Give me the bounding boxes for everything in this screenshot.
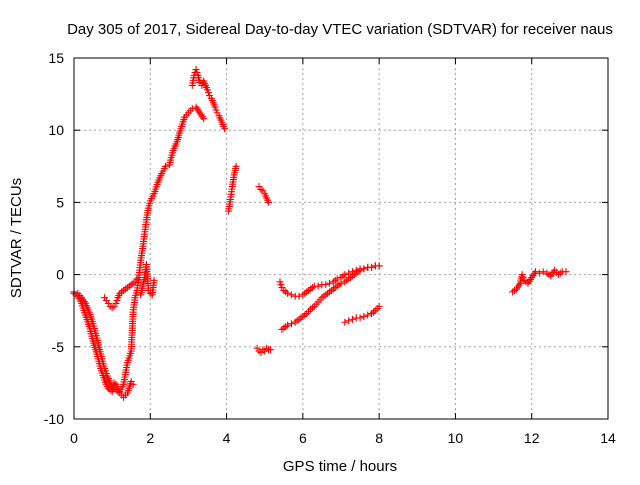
data-point [333, 275, 341, 283]
data-point [368, 263, 376, 271]
data-points [70, 66, 570, 401]
data-point [348, 268, 356, 276]
chart-title: Day 305 of 2017, Sidereal Day-to-day VTE… [67, 21, 613, 38]
y-tick-label: 15 [48, 50, 64, 66]
data-point [352, 266, 360, 274]
data-point [360, 312, 368, 320]
data-point [345, 269, 353, 277]
data-point [212, 106, 220, 114]
x-tick-label: 10 [448, 430, 464, 446]
data-point [162, 162, 170, 170]
data-point [193, 68, 201, 76]
data-point [221, 125, 229, 133]
data-point [112, 299, 120, 307]
axis-ticks: 0 2 4 6 8 10 12 14 -10 -5 0 5 10 15 [44, 50, 616, 446]
y-tick-label: 5 [56, 194, 64, 210]
data-point [348, 315, 356, 323]
data-point [519, 273, 527, 281]
data-point [375, 302, 383, 310]
data-point [326, 279, 334, 287]
data-point [341, 318, 349, 326]
data-point [277, 281, 285, 289]
data-point [535, 269, 543, 277]
data-point [356, 314, 364, 322]
data-point [276, 278, 284, 286]
y-tick-label: 0 [56, 267, 64, 283]
x-tick-label: 14 [600, 430, 616, 446]
y-tick-label: 10 [48, 122, 64, 138]
data-point [539, 268, 547, 276]
data-point [232, 162, 240, 170]
data-point [284, 289, 292, 297]
x-tick-label: 2 [146, 430, 154, 446]
x-tick-label: 12 [524, 430, 540, 446]
data-point [265, 198, 273, 206]
data-point [200, 115, 208, 123]
x-axis-label: GPS time / hours [283, 458, 397, 475]
x-tick-label: 8 [375, 430, 383, 446]
data-point [295, 292, 303, 300]
data-point [341, 271, 349, 279]
plot-frame [73, 57, 609, 420]
data-point [287, 320, 295, 328]
data-point [562, 268, 570, 276]
y-tick-label: -10 [44, 411, 64, 427]
data-point [518, 271, 526, 279]
data-point [129, 380, 137, 388]
data-point [322, 281, 330, 289]
y-tick-label: -5 [52, 339, 65, 355]
x-tick-label: 4 [223, 430, 231, 446]
data-point [204, 86, 211, 94]
grid [74, 58, 608, 419]
data-point [211, 103, 219, 111]
x-tick-label: 0 [70, 430, 78, 446]
y-axis-label: SDTVAR / TECUs [8, 178, 25, 298]
data-point [192, 66, 200, 74]
data-point [532, 268, 540, 276]
data-point [284, 321, 292, 329]
data-point [266, 346, 274, 354]
data-point [133, 275, 141, 283]
data-point [360, 265, 368, 273]
data-point [314, 282, 322, 290]
data-point [345, 317, 353, 325]
data-point [364, 311, 372, 319]
data-point [150, 276, 158, 284]
data-point [113, 297, 121, 305]
data-point [287, 291, 295, 299]
data-point [204, 89, 212, 97]
x-tick-label: 6 [299, 430, 307, 446]
data-point [375, 262, 383, 270]
